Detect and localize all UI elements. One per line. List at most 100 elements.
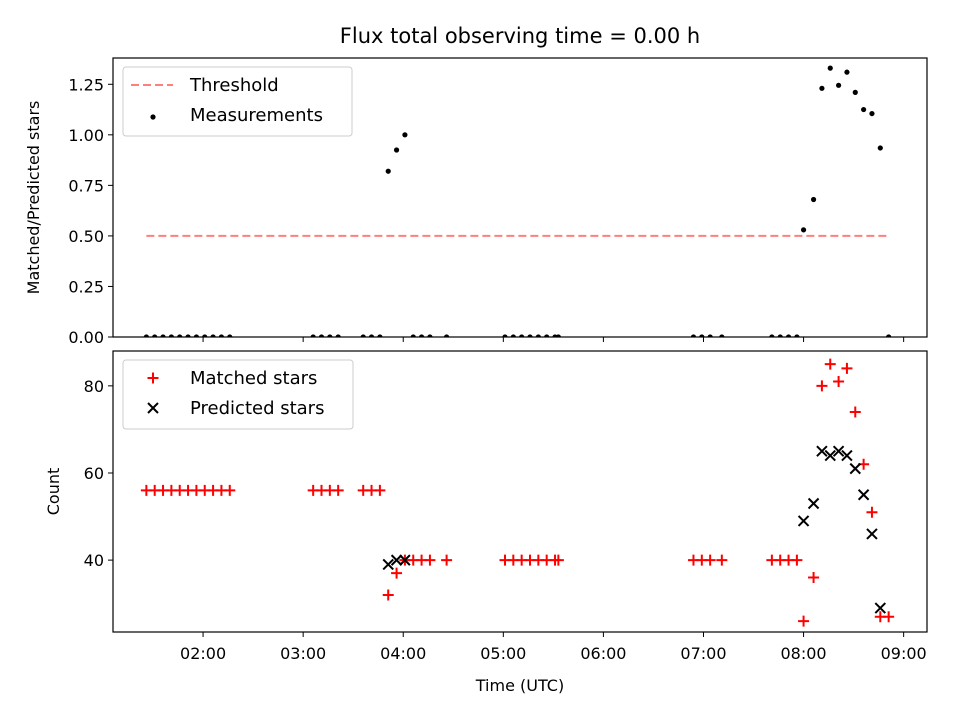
y-tick-label: 60 <box>84 464 104 483</box>
x-tick-label: 08:00 <box>781 644 827 663</box>
predicted-stars-point <box>816 445 828 457</box>
measurements-point <box>877 145 883 151</box>
y-tick-label: 1.00 <box>68 126 104 145</box>
measurements-point <box>719 334 725 337</box>
top-axes: 0.00 0.25 0.50 0.75 1.00 1.25 Matched/Predicte… <box>24 57 928 347</box>
predicted-stars-point <box>849 462 861 475</box>
measurements-point <box>193 334 200 337</box>
x-tick-label: 07:00 <box>680 644 726 663</box>
measurements-point <box>800 227 807 233</box>
matched-stars-point <box>704 554 716 566</box>
matched-stars-point <box>841 362 853 374</box>
legend: Threshold Measurements <box>122 66 353 137</box>
matched-stars-point <box>849 406 861 418</box>
measurements-point <box>810 196 817 203</box>
measurements-point <box>210 334 216 337</box>
measurements-point <box>152 334 158 337</box>
measurements-point <box>886 334 892 337</box>
measurements-point <box>418 334 425 337</box>
legend-box <box>122 66 353 137</box>
measurements-point <box>535 334 541 337</box>
predicted-stars-point <box>841 449 853 462</box>
measurements-point <box>869 110 875 117</box>
y-tick-label: 0.25 <box>68 277 104 296</box>
axes-frame <box>112 350 928 633</box>
legend-measurements-label: Measurements <box>190 105 323 126</box>
measurements-point <box>777 334 783 337</box>
matched-stars-point <box>224 484 236 496</box>
measurements-point <box>368 334 375 337</box>
matched-stars-point <box>441 554 453 566</box>
predicted-stars-point <box>832 445 845 457</box>
predicted-stars-point <box>824 449 836 462</box>
x-tick-label: 09:00 <box>881 644 927 663</box>
plot-area <box>143 65 892 337</box>
measurements-point <box>690 334 697 337</box>
measurements-point <box>160 334 166 337</box>
x-axis-label: Time (UTC) <box>475 676 564 695</box>
measurements-point <box>377 334 383 337</box>
figure-title: Flux total observing time = 0.00 h <box>340 24 700 48</box>
matched-stars-point <box>332 484 344 496</box>
matched-stars-point <box>798 615 810 627</box>
measurements-point <box>402 132 408 138</box>
legend-measurements-swatch <box>150 114 156 120</box>
matched-stars-point <box>391 567 403 579</box>
measurements-point <box>385 168 391 174</box>
measurements-point <box>861 106 867 113</box>
measurements-point <box>544 334 550 337</box>
y-tick-label: 0.50 <box>68 227 104 246</box>
predicted-stars-point <box>874 602 887 614</box>
measurements-point <box>785 334 792 337</box>
plot-area <box>140 358 895 627</box>
measurements-point <box>202 334 208 337</box>
measurements-point <box>360 334 366 337</box>
y-tick-label: 40 <box>84 551 104 570</box>
predicted-stars-point <box>807 497 820 510</box>
predicted-stars-point <box>399 554 411 566</box>
axes-frame <box>112 57 928 338</box>
measurements-point <box>327 334 333 337</box>
y-tick-label: 1.25 <box>68 75 104 94</box>
legend: Matched stars Predicted stars <box>122 359 354 430</box>
y-tick-label: 80 <box>84 377 104 396</box>
matched-stars-point <box>374 484 386 496</box>
measurements-point <box>844 69 850 75</box>
measurements-point <box>310 334 316 337</box>
measurements-point <box>168 334 174 337</box>
measurements-point <box>519 334 525 337</box>
measurements-point <box>227 334 233 337</box>
matched-stars-point <box>552 554 564 566</box>
measurements-point <box>852 89 858 95</box>
matched-stars-point <box>716 554 728 566</box>
measurements-point <box>827 65 833 71</box>
measurements-point <box>410 334 416 337</box>
matched-stars-point <box>883 611 895 623</box>
measurements-point <box>335 334 341 337</box>
x-tick-label: 06:00 <box>580 644 626 663</box>
predicted-stars-point <box>857 489 870 501</box>
measurements-point <box>177 334 183 337</box>
measurements-point <box>218 334 225 337</box>
legend-predicted-stars-label: Predicted stars <box>190 398 324 419</box>
x-tick-label: 03:00 <box>280 644 326 663</box>
matched-stars-point <box>424 554 436 566</box>
measurements-point <box>527 334 533 337</box>
predicted-stars-point <box>797 515 810 527</box>
measurements-point <box>819 85 825 91</box>
legend-box <box>122 359 354 430</box>
matched-stars-point <box>833 375 845 387</box>
measurements-point <box>699 334 705 337</box>
predicted-stars-point <box>382 558 394 571</box>
measurements-point <box>555 334 561 337</box>
matched-stars-point <box>791 554 803 566</box>
measurements-point <box>185 334 191 337</box>
measurements-point <box>444 334 450 337</box>
legend-predicted-stars-swatch <box>147 402 159 414</box>
measurements-point <box>835 82 842 88</box>
matched-stars-point <box>382 589 394 601</box>
legend-threshold-label: Threshold <box>189 75 279 96</box>
y-axis-label: Count <box>44 468 63 516</box>
measurements-point <box>510 334 516 337</box>
y-axis-label: Matched/Predicted stars <box>24 101 43 295</box>
